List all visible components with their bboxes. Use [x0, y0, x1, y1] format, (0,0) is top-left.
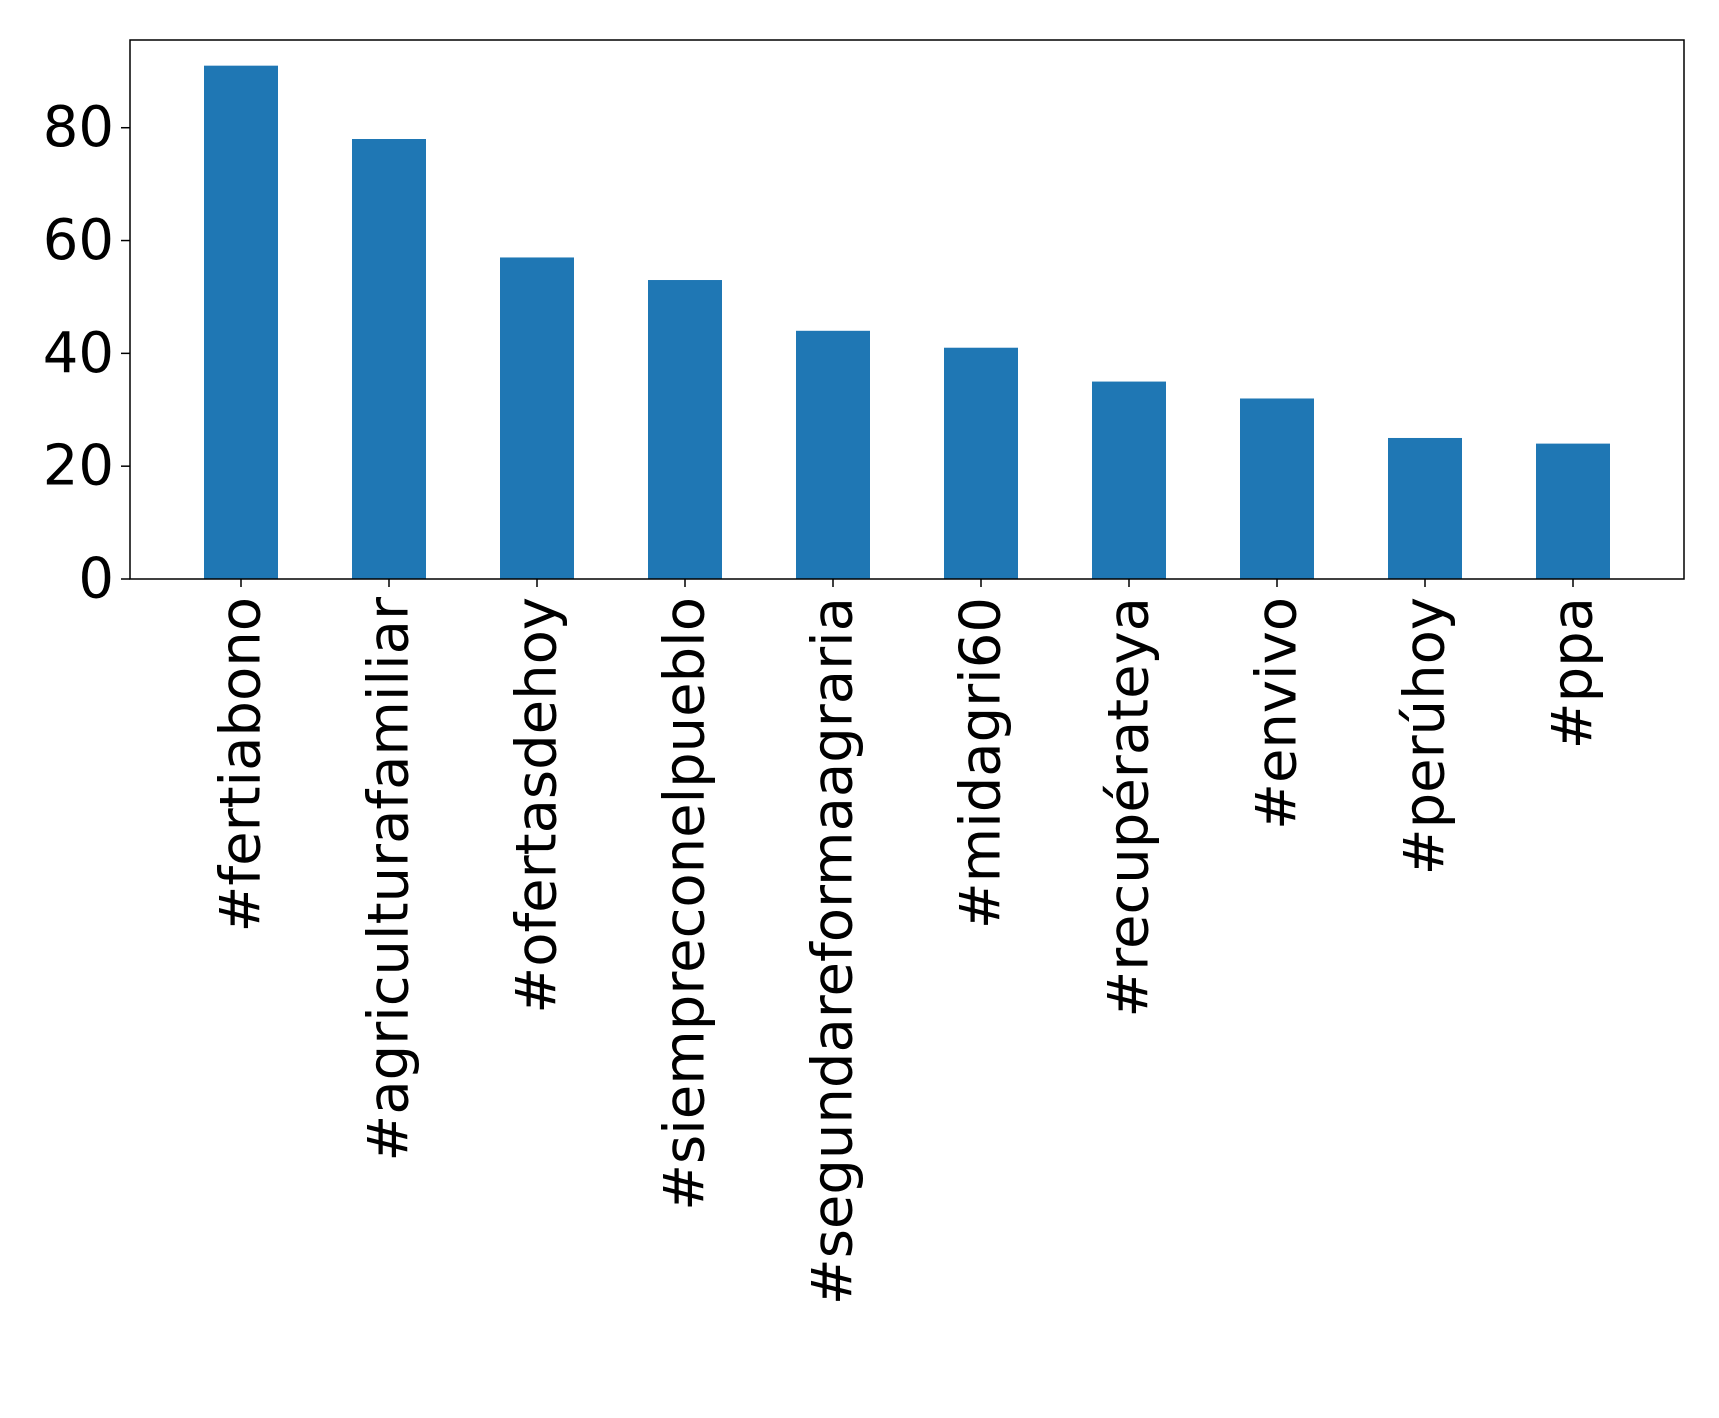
x-tick-label: #fertiabono: [209, 597, 274, 933]
bar-8: [1240, 398, 1314, 579]
y-tick-label: 60: [43, 208, 114, 273]
bar-3: [500, 257, 574, 579]
x-tick-label: #siempreconelpueblo: [653, 597, 718, 1211]
x-tick-label: #agriculturafamiliar: [357, 596, 422, 1162]
x-tick-label: #perúhoy: [1393, 597, 1458, 875]
x-tick-label: #envivo: [1245, 597, 1310, 830]
y-tick-label: 0: [78, 547, 114, 612]
bars-layer: [204, 65, 1610, 579]
x-tick-label: #ofertasdehoy: [505, 597, 570, 1014]
bar-10: [1536, 443, 1610, 579]
x-axis: #fertiabono #agriculturafamiliar #ofertasd…: [209, 579, 1606, 1305]
x-tick-label: #midagri60: [949, 597, 1014, 929]
bar-5: [796, 330, 870, 579]
bar-4: [648, 280, 722, 579]
bar-1: [204, 65, 278, 579]
x-tick-label: #ppa: [1541, 597, 1606, 749]
bar-6: [944, 347, 1018, 579]
bar-2: [352, 139, 426, 579]
y-tick-label: 20: [43, 434, 114, 499]
x-tick-label: #recupérateya: [1097, 597, 1162, 1018]
y-tick-label: 80: [43, 95, 114, 160]
x-tick-label: #segundareformaagraria: [801, 597, 866, 1305]
y-axis: 0 20 40 60 80: [43, 95, 130, 612]
bar-9: [1388, 437, 1462, 579]
y-tick-label: 40: [43, 321, 114, 386]
bar-7: [1092, 381, 1166, 579]
plot-frame: [129, 39, 1685, 580]
